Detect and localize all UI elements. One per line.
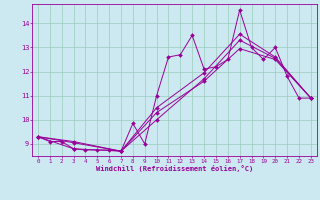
X-axis label: Windchill (Refroidissement éolien,°C): Windchill (Refroidissement éolien,°C)	[96, 165, 253, 172]
